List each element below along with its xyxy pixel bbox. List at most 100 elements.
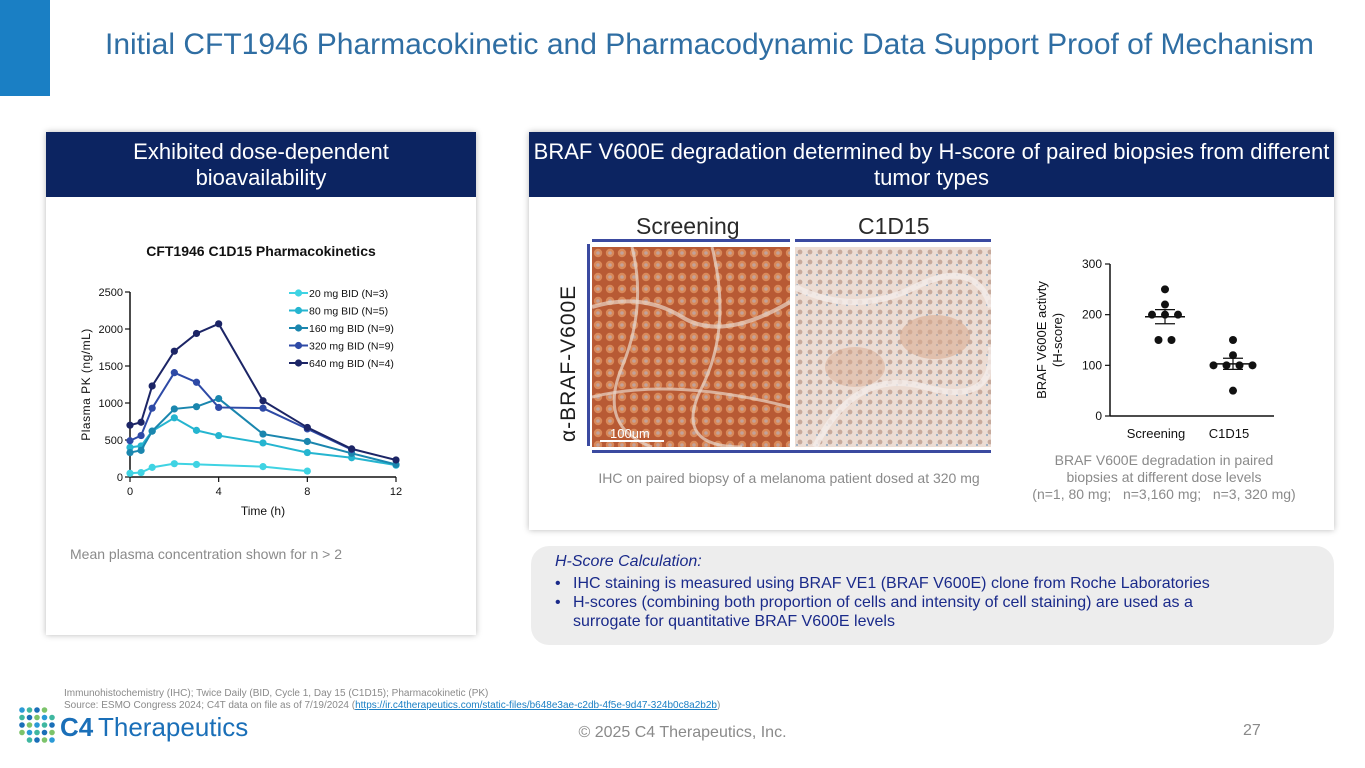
pk-data-point [303,423,311,432]
hscore-panel-header: BRAF V600E degradation determined by H-s… [529,132,1334,197]
pk-legend-marker [294,324,303,332]
dot-y-axis-label-1: BRAF V600E activty [1034,281,1049,399]
copyright: © 2025 C4 Therapeutics, Inc. [578,724,787,741]
pk-data-point [259,463,267,471]
logo-dot [19,722,25,728]
logo-dot [34,714,40,721]
pk-panel-header: Exhibited dose-dependent bioavailability [46,132,476,197]
logo-dot [41,714,48,721]
ihc-screening-label: Screening [636,213,740,239]
dot-y-axis-label-2: (H-score) [1050,313,1065,367]
ihc-left-line [587,244,590,446]
pk-legend-label: 320 mg BID (N=9) [309,341,394,353]
pk-data-point [137,431,145,440]
dot-data-point [1154,336,1163,344]
dot-data-point [1222,361,1231,370]
dot-x-tick-label: C1D15 [1209,426,1249,441]
logo-dot [49,714,55,721]
pk-data-point [170,405,178,413]
pk-series-line [129,371,353,451]
pk-data-point [192,378,201,386]
ihc-caption: IHC on paired biopsy of a melanoma patie… [598,470,980,486]
pk-legend-marker [294,289,303,297]
pk-y-axis-label: Plasma PK (ng/mL) [79,328,93,441]
pk-series-line [129,462,308,475]
pk-data-point [348,445,356,453]
pk-caption: Mean plasma concentration shown for n > … [70,546,342,562]
pk-data-point [148,404,156,412]
pk-legend-label: 640 mg BID (N=4) [309,358,394,370]
dot-data-point [1161,285,1169,294]
dot-caption: BRAF V600E degradation in paired biopsie… [1019,452,1309,503]
pk-data-point [137,418,145,426]
pk-data-point [170,414,178,422]
pk-data-point [259,439,267,447]
dot-data-point [1174,310,1182,319]
pk-x-tick-label: 4 [216,486,222,498]
pk-x-tick-label: 12 [390,486,402,498]
pk-chart-title: CFT1946 C1D15 Pharmacokinetics [146,243,376,259]
ihc-c1d15-label: C1D15 [858,213,930,239]
pk-data-point [148,463,156,471]
dot-data-point [1235,361,1244,370]
hscore-bullets: IHC staining is measured using BRAF VE1 … [555,574,1315,631]
pk-data-point [259,430,267,438]
dot-data-point [1229,386,1237,395]
logo-dot [26,722,33,728]
logo-dot [41,707,48,713]
pk-data-point [192,460,201,469]
pk-data-point [303,467,311,475]
pk-data-point [192,403,201,411]
logo-dot [19,729,25,736]
pk-x-axis-label: Time (h) [241,504,285,518]
pk-data-point [126,448,134,457]
pk-chart: CFT1946 C1D15 Pharmacokinetics 0 500 1000 15… [79,243,402,518]
pk-legend-marker [294,306,303,315]
footnote-source: Source: ESMO Congress 2024; C4T data on … [64,700,720,712]
logo-dot [26,729,33,736]
pk-data-point [192,329,201,338]
ihc-bottom-line [592,450,991,453]
pk-data-point [303,437,311,446]
pk-data-point [215,403,223,412]
pk-y-tick-label: 1500 [99,361,123,373]
logo-dot [41,722,48,728]
pk-data-point [126,421,134,429]
pk-data-point [192,426,201,434]
ihc-top-line-left [592,239,790,242]
pk-data-point [215,431,223,440]
slide-title: Initial CFT1946 Pharmacokinetic and Phar… [105,28,1314,61]
hscore-bullet-2: H-scores (combining both proportion of c… [555,593,1315,631]
hscore-title: H-Score Calculation: [555,553,702,570]
source-link[interactable]: https://ir.c4therapeutics.com/static-fil… [355,700,717,711]
pk-series-line [129,416,397,467]
hscore-bullet-1: IHC staining is measured using BRAF VE1 … [555,574,1315,593]
logo-dot [26,737,33,743]
dot-y-tick-label: 100 [1082,358,1102,372]
pk-x-tick-label: 0 [127,486,133,498]
pk-series-line [129,397,397,466]
logo-dot [34,737,40,743]
dot-data-point [1209,361,1218,370]
logo-dot [19,714,25,721]
dot-y-tick-label: 300 [1082,257,1102,271]
logo-dot [41,729,48,736]
pk-data-point [126,469,134,477]
scale-bar-label: 100um [610,426,650,441]
pk-y-tick-label: 2000 [99,324,123,336]
pk-data-point [126,437,134,445]
ihc-top-line-right [795,239,991,242]
dot-data-point [1248,361,1257,370]
pk-data-point [137,446,145,454]
pk-data-point [259,397,267,405]
pk-y-tick-label: 2500 [99,287,123,299]
dot-data-point [1148,310,1156,319]
pk-data-point [215,320,223,328]
pk-legend-label: 160 mg BID (N=9) [309,323,394,335]
dot-data-point [1229,336,1237,344]
hscore-dot-chart: 0 100 200 300 BRAF V600E activty (H-score) Scr… [1034,257,1274,441]
footnote-source-prefix: Source: ESMO Congress 2024; C4T data on … [64,700,356,711]
pk-data-point [170,369,178,377]
dot-caption-line-3: (n=1, 80 mg; n=3,160 mg; n=3, 320 mg) [1032,486,1296,502]
ihc-screening-image: 100um [592,247,790,447]
